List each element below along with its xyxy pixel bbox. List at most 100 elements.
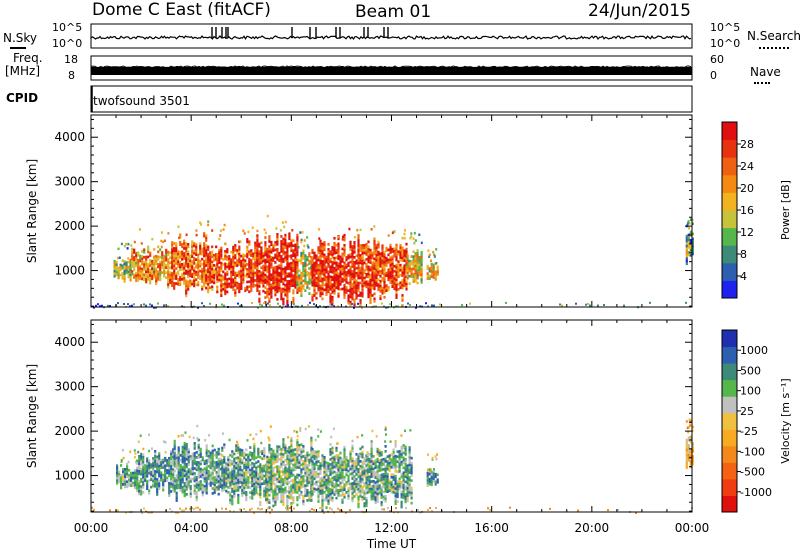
echo-cell [329, 468, 332, 471]
echo-cell [306, 489, 309, 492]
echo-cell [187, 250, 190, 254]
echo-cell [373, 257, 376, 261]
echo-cell [121, 271, 124, 275]
ground-cell [203, 304, 205, 307]
echo-cell [380, 468, 383, 472]
echo-cell [266, 463, 269, 466]
echo-cell [274, 485, 277, 489]
echo-cell [331, 278, 334, 282]
echo-cell [296, 453, 299, 457]
echo-cell [138, 460, 141, 463]
echo-cell [227, 478, 230, 482]
echo-cell [380, 451, 383, 454]
echo-cell [325, 290, 328, 294]
echo-cell [357, 473, 360, 476]
echo-cell [355, 289, 358, 293]
echo-cell [408, 458, 411, 462]
echo-cell [177, 486, 180, 490]
echo-cell [195, 483, 198, 487]
echo-cell [376, 457, 379, 461]
echo-cell [396, 480, 399, 484]
echo-cell [341, 257, 344, 261]
echo-cell [347, 271, 350, 275]
echo-cell [357, 475, 360, 479]
echo-cell [335, 491, 338, 495]
echo-cell [230, 283, 233, 286]
colorbar-swatch [722, 245, 737, 264]
echo-cell [374, 486, 377, 489]
echo-cell [331, 456, 334, 460]
echo-cell [213, 483, 216, 487]
echo-cell [134, 452, 137, 455]
echo-cell [231, 462, 234, 466]
echo-cell [313, 279, 316, 282]
echo-cell [207, 278, 210, 281]
echo-cell [361, 470, 364, 474]
echo-cell [237, 468, 240, 472]
ground-cell [561, 304, 563, 307]
echo-cell [369, 283, 372, 287]
echo-cell [372, 460, 375, 463]
echo-cell [363, 259, 366, 262]
echo-cell [181, 468, 184, 471]
echo-cell [331, 449, 334, 452]
echo-cell [685, 249, 688, 253]
echo-cell [288, 496, 291, 499]
echo-cell [397, 262, 400, 266]
echo-cell [187, 475, 190, 479]
echo-cell [177, 451, 180, 455]
echo-cell [166, 471, 169, 475]
echo-cell [349, 472, 352, 476]
echo-cell [179, 283, 182, 287]
echo-cell [195, 491, 198, 494]
echo-cell [268, 476, 271, 479]
echo-cell [300, 480, 303, 484]
echo-cell [397, 265, 400, 269]
echo-cell [323, 278, 326, 282]
echo-cell [185, 292, 188, 295]
echo-cell [217, 447, 220, 451]
echo-cell [131, 262, 134, 266]
echo-cell [382, 490, 385, 494]
echo-cell [149, 281, 152, 285]
echo-cell [373, 270, 376, 273]
echo-cell [245, 448, 248, 452]
echo-cell [302, 450, 305, 453]
echo-cell [365, 501, 368, 505]
echo-cell [304, 494, 307, 498]
echo-cell [280, 287, 283, 291]
echo-cell [226, 258, 229, 261]
echo-cell [345, 483, 348, 487]
echo-cell [369, 281, 372, 284]
echo-cell [290, 254, 293, 258]
echo-cell [341, 481, 344, 484]
echo-cell [685, 259, 688, 263]
echo-cell [298, 448, 301, 452]
echo-cell [284, 446, 287, 450]
echo-cell [173, 254, 176, 258]
echo-cell [163, 259, 166, 263]
echo-cell [260, 253, 263, 257]
echo-cell [335, 271, 338, 275]
echo-cell [308, 498, 311, 502]
echo-cell [372, 482, 375, 486]
echo-cell [296, 273, 299, 277]
echo-cell [282, 250, 285, 253]
echo-cell [173, 259, 176, 263]
echo-cell [368, 482, 371, 486]
echo-cell [342, 235, 344, 238]
echo-cell [259, 493, 262, 496]
echo-cell [241, 474, 244, 477]
echo-cell [353, 241, 356, 244]
echo-cell [339, 255, 342, 259]
echo-cell [179, 240, 182, 244]
echo-cell [163, 269, 166, 273]
echo-cell [222, 270, 225, 274]
echo-cell [375, 259, 378, 262]
echo-cell [191, 245, 194, 248]
echo-cell [278, 445, 281, 449]
echo-cell [372, 490, 375, 493]
echo-cell [181, 458, 184, 461]
echo-cell [211, 479, 214, 483]
echo-cell [282, 277, 285, 281]
